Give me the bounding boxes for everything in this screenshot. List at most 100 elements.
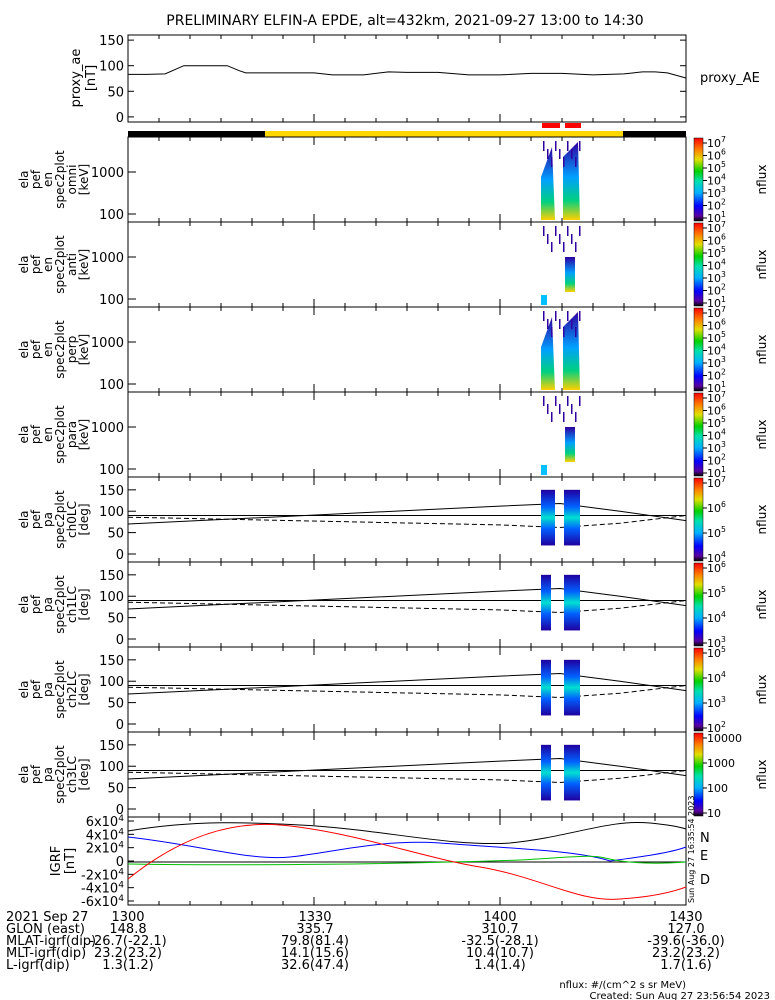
flux-speckle <box>567 311 569 321</box>
colorbar-tick-label: 107 <box>707 475 726 490</box>
ephem-value: 10.4(10.7) <box>466 946 534 961</box>
colorbar-tick-label: 104 <box>707 550 726 565</box>
y-tick-label: 100 <box>99 675 124 690</box>
colorbar-tick-label: 104 <box>707 670 726 685</box>
panel-ylabel-line: pa <box>41 512 55 527</box>
pa-flux-region <box>564 489 580 546</box>
y-tick-label: 150 <box>99 569 124 584</box>
flux-speckle <box>571 319 573 329</box>
colorbar-tick-label: 105 <box>707 160 726 175</box>
footer-created: Created: Sun Aug 27 23:56:54 2023 <box>590 991 770 1000</box>
ephem-value: 32.6(47.4) <box>281 958 349 973</box>
ephem-value: -39.6(-36.0) <box>647 934 724 949</box>
flux-speckle <box>575 157 577 167</box>
igrf-legend-d: D <box>700 873 710 888</box>
colorbar-tick-label: 103 <box>707 695 726 710</box>
colorbar-tick-label: 102 <box>707 720 726 735</box>
colorbar-label: nflux <box>755 165 769 195</box>
colorbar <box>693 732 704 817</box>
y-tick-label: 0 <box>116 548 124 563</box>
colorbar-tick-label: 103 <box>707 440 726 455</box>
flux-region <box>541 465 547 475</box>
flux-speckle <box>559 234 561 244</box>
pa-flux-region <box>541 574 551 631</box>
flux-speckle <box>567 396 569 406</box>
flux-region <box>565 427 575 462</box>
ephem-value: 1.4(1.4) <box>474 958 526 973</box>
colorbar-tick-label: 105 <box>707 245 726 260</box>
colorbar-tick-label: 104 <box>707 428 726 443</box>
panel-ylabel-line: ch3LC <box>65 756 79 793</box>
flux-speckle <box>575 327 577 337</box>
colorbar-tick-label: 107 <box>707 220 726 235</box>
flux-speckle <box>579 141 581 151</box>
colorbar-tick-label: 103 <box>707 355 726 370</box>
flux-speckle <box>563 412 565 422</box>
flux-speckle <box>563 327 565 337</box>
panel-ylabel-line: pef <box>29 679 43 699</box>
flux-speckle <box>551 242 553 252</box>
panel-ylabel-line: en <box>41 427 55 442</box>
colorbar-label: nflux <box>755 250 769 280</box>
panel-ylabel-line: spec2plot <box>53 660 67 719</box>
flux-speckle <box>547 319 549 329</box>
loss-cone-line <box>127 673 687 695</box>
spectrogram-frame <box>127 136 687 223</box>
panel-ylabel-line: pef <box>29 764 43 784</box>
ephem-row-label: MLAT-igrf(dip) <box>6 934 96 949</box>
y-tick-label: 100 <box>99 505 124 520</box>
y-tick-label: 100 <box>99 208 124 223</box>
panel-ylabel-line: spec2plot <box>53 575 67 634</box>
colorbar <box>693 477 704 562</box>
panel-ylabel-line: ch0LC <box>65 501 79 538</box>
proxy-ae-ylabel-units: [nT] <box>84 65 99 91</box>
panel-ylabel-line: spec2plot <box>53 320 67 379</box>
colorbar-tick-label: 104 <box>707 173 726 188</box>
flux-region <box>565 257 575 292</box>
colorbar-tick-label: 106 <box>707 318 726 333</box>
ephem-value: 335.7 <box>296 922 333 937</box>
colorbar-label: nflux <box>755 675 769 705</box>
flux-speckle <box>547 404 549 414</box>
pa-frame <box>127 476 687 563</box>
colorbar-tick-label: 103 <box>707 185 726 200</box>
spectrogram-frame <box>127 221 687 308</box>
colorbar-tick-label: 105 <box>707 525 726 540</box>
ephem-value: 79.8(81.4) <box>281 934 349 949</box>
igrf-frame <box>127 816 687 906</box>
flux-speckle <box>567 141 569 151</box>
science-zone-marker <box>565 123 581 128</box>
panel-ylabel-line: pef <box>29 424 43 444</box>
y-tick-label: 150 <box>99 654 124 669</box>
y-tick-label: 6x104 <box>86 814 125 830</box>
y-tick-label: 150 <box>99 484 124 499</box>
colorbar-tick-label: 1000 <box>707 757 735 770</box>
panel-ylabel-line: pef <box>29 594 43 614</box>
y-tick-label: 100 <box>99 60 124 75</box>
pa-frame <box>127 646 687 733</box>
ephem-value: 1330 <box>298 910 331 925</box>
flux-speckle <box>567 226 569 236</box>
panel-ylabel-line: [keV] <box>77 334 91 365</box>
flux-speckle <box>555 311 557 321</box>
ephem-value: 1.7(1.6) <box>660 958 712 973</box>
colorbar-tick-label: 106 <box>707 148 726 163</box>
panel-ylabel-line: omni <box>65 165 79 195</box>
anti-loss-cone-line <box>127 515 687 528</box>
flux-speckle <box>571 149 573 159</box>
colorbar-label: nflux <box>755 420 769 450</box>
side-timestamp: Sun Aug 27 16:35:54 2023 <box>687 796 696 903</box>
sunlit-bar <box>265 131 623 137</box>
colorbar-tick-label: 105 <box>707 415 726 430</box>
panel-ylabel-line: [keV] <box>77 419 91 450</box>
colorbar <box>693 137 704 222</box>
panel-ylabel-line: [deg] <box>77 589 91 621</box>
colorbar-tick-label: 103 <box>707 635 726 650</box>
flux-speckle <box>551 327 553 337</box>
colorbar-tick-label: 105 <box>707 645 726 660</box>
flux-speckle <box>563 157 565 167</box>
y-tick-label: 100 <box>99 760 124 775</box>
y-tick-label: -4x104 <box>81 881 124 897</box>
colorbar-tick-label: 106 <box>707 403 726 418</box>
proxy-ae-line <box>128 65 687 79</box>
